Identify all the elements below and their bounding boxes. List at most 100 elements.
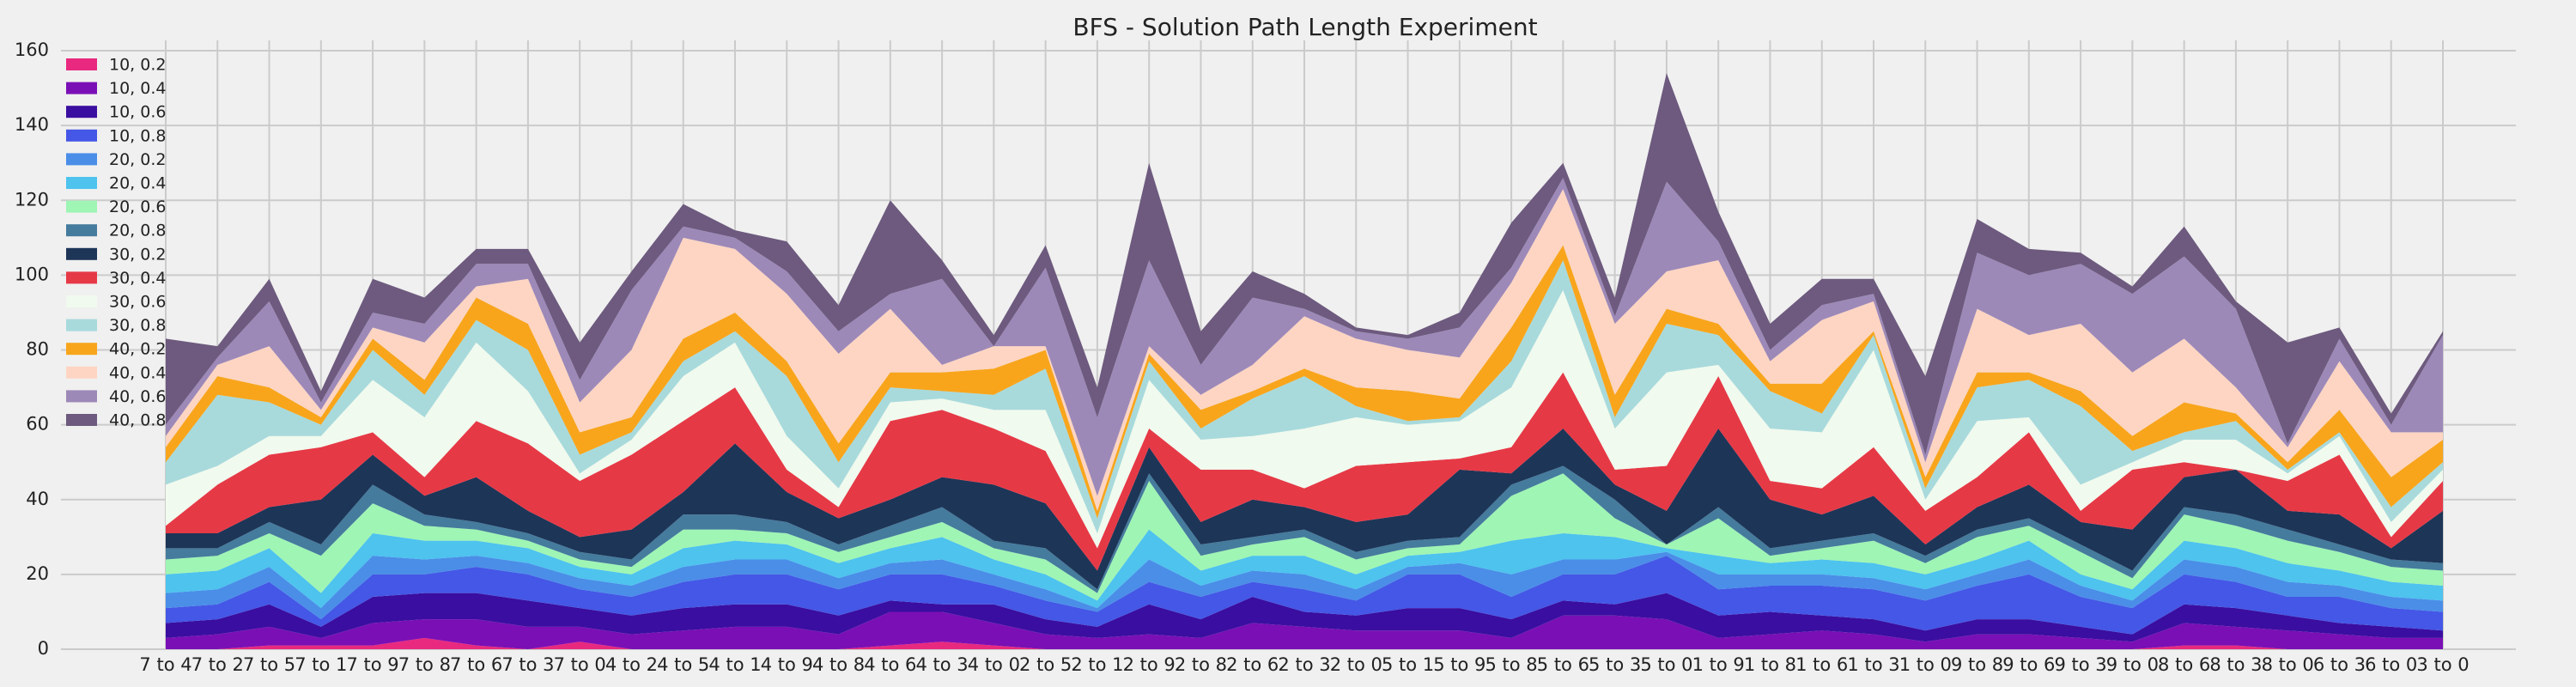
- area: [166, 428, 2443, 590]
- area: [166, 178, 2443, 496]
- y-tick-label: 20: [26, 563, 49, 584]
- x-tick-label: 4 to 6: [864, 654, 916, 675]
- area: [166, 611, 2443, 649]
- x-tick-label: 8 to 6: [2158, 654, 2210, 675]
- legend-label: 40, 0.8: [109, 411, 166, 430]
- x-tick-label: 4 to 1: [708, 654, 761, 675]
- x-tick-label: 5 to 0: [1640, 654, 1692, 675]
- x-tick-label: 5 to 6: [1537, 654, 1589, 675]
- legend-swatch: [66, 153, 97, 166]
- x-tick-label: 1 to 0: [1899, 654, 1952, 675]
- legend-swatch: [66, 224, 97, 237]
- x-tick-label: 9 to 6: [2002, 654, 2055, 675]
- x-tick-label: 4 to 9: [761, 654, 813, 675]
- area: [166, 556, 2443, 635]
- x-tick-label: 5 to 3: [1589, 654, 1641, 675]
- x-tick-label: 7 to 2: [191, 654, 244, 675]
- x-tick-label: 4 to 0: [968, 654, 1020, 675]
- area: [166, 529, 2443, 609]
- x-tick-label: 5 to 1: [1382, 654, 1434, 675]
- x-tick-label: 6 to 0: [2365, 654, 2417, 675]
- x-tick-label: 7 to 4: [139, 654, 191, 675]
- x-tick-label: 2 to 3: [1278, 654, 1330, 675]
- legend-label: 10, 0.2: [109, 56, 166, 75]
- legend-label: 30, 0.8: [109, 316, 166, 335]
- area: [166, 551, 2443, 620]
- x-tick-label: 1 to 9: [1692, 654, 1745, 675]
- x-tick-label: 8 to 3: [2209, 654, 2262, 675]
- x-tick-label: 2 to 1: [1071, 654, 1123, 675]
- legend-label: 30, 0.4: [109, 269, 166, 288]
- legend-label: 10, 0.4: [109, 79, 166, 98]
- legend-label: 30, 0.6: [109, 293, 166, 312]
- legend-swatch: [66, 247, 97, 260]
- area: [166, 289, 2443, 549]
- legend-swatch: [66, 343, 97, 356]
- y-tick-label: 140: [15, 114, 49, 135]
- x-tick-label: 7 to 5: [243, 654, 295, 675]
- y-tick-label: 0: [38, 638, 49, 659]
- legend-label: 30, 0.2: [109, 245, 166, 264]
- x-tick-label: 1 to 3: [1847, 654, 1899, 675]
- x-tick-label: 4 to 8: [812, 654, 865, 675]
- area: [166, 259, 2443, 533]
- area: [166, 372, 2443, 571]
- x-tick-label: 5 to 8: [1485, 654, 1538, 675]
- legend-swatch: [66, 200, 97, 213]
- area: [166, 637, 2443, 649]
- legend-swatch: [66, 106, 97, 119]
- x-tick-label: 4 to 2: [605, 654, 658, 675]
- area: [166, 593, 2443, 642]
- x-tick-label: 1 to 8: [1744, 654, 1796, 675]
- legend-label: 40, 0.2: [109, 340, 166, 359]
- y-tick-label: 40: [26, 489, 49, 509]
- x-tick-label: 7 to 6: [450, 654, 502, 675]
- x-tick-label: 2 to 0: [1330, 654, 1382, 675]
- legend-label: 40, 0.4: [109, 363, 166, 382]
- areas: [166, 73, 2443, 649]
- legend-label: 20, 0.6: [109, 198, 166, 216]
- area: [166, 245, 2443, 519]
- legend-swatch: [66, 177, 97, 189]
- y-tick-label: 100: [15, 264, 49, 284]
- legend-swatch: [66, 58, 97, 70]
- chart-title: BFS - Solution Path Length Experiment: [1072, 13, 1537, 41]
- legend-label: 20, 0.2: [109, 150, 166, 169]
- x-tick-label: 1 to 6: [1795, 654, 1848, 675]
- x-tick-label: 2 to 5: [1019, 654, 1072, 675]
- legend-label: 40, 0.6: [109, 387, 166, 406]
- x-tick-label: 8 to 0: [2262, 654, 2314, 675]
- y-tick-label: 80: [26, 339, 49, 360]
- x-tick-label: 2 to 8: [1175, 654, 1227, 675]
- x-tick-label: 2 to 6: [1226, 654, 1279, 675]
- legend-swatch: [66, 390, 97, 403]
- x-tick-label: 3 to 0: [2416, 654, 2469, 675]
- x-tick-label: 7 to 1: [295, 654, 347, 675]
- area: [166, 189, 2443, 511]
- y-tick-label: 160: [15, 40, 49, 60]
- legend-swatch: [66, 82, 97, 94]
- x-tick-label: 6 to 3: [2313, 654, 2366, 675]
- x-tick-label: 7 to 0: [554, 654, 606, 675]
- legend-label: 20, 0.4: [109, 174, 166, 193]
- legend-label: 10, 0.8: [109, 126, 166, 145]
- x-tick-label: 7 to 8: [398, 654, 451, 675]
- x-tick-label: 7 to 3: [501, 654, 554, 675]
- x-tick-label: 9 to 0: [2106, 654, 2159, 675]
- legend-label: 20, 0.8: [109, 222, 166, 240]
- x-tick-label: 4 to 3: [916, 654, 969, 675]
- x-tick-label: 2 to 9: [1123, 654, 1176, 675]
- x-tick-label: 7 to 9: [347, 654, 399, 675]
- legend-label: 10, 0.6: [109, 103, 166, 122]
- legend-swatch: [66, 414, 97, 426]
- x-tick-label: 9 to 8: [1951, 654, 2003, 675]
- legend-swatch: [66, 129, 97, 142]
- y-tick-label: 60: [26, 414, 49, 435]
- legend-swatch: [66, 271, 97, 284]
- legend: 10, 0.2 10, 0.4 10, 0.6 10, 0.8 20, 0.2 20, 0…: [66, 56, 166, 430]
- y-tick-label: 120: [15, 189, 49, 210]
- legend-swatch: [66, 319, 97, 331]
